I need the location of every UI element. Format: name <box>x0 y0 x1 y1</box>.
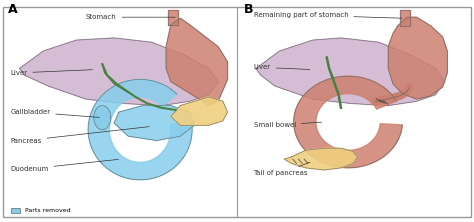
Text: Gallbladder: Gallbladder <box>10 109 100 117</box>
Polygon shape <box>114 106 194 141</box>
Text: A: A <box>8 3 18 16</box>
Polygon shape <box>400 10 410 26</box>
Polygon shape <box>88 79 192 180</box>
Polygon shape <box>94 106 111 130</box>
Polygon shape <box>166 18 228 106</box>
Polygon shape <box>171 97 228 125</box>
Text: Stomach: Stomach <box>86 14 175 20</box>
Text: Tail of pancreas: Tail of pancreas <box>254 162 310 176</box>
Text: Liver: Liver <box>254 64 310 70</box>
Polygon shape <box>256 38 445 106</box>
Polygon shape <box>168 10 178 25</box>
Text: B: B <box>244 3 254 16</box>
Polygon shape <box>284 148 357 170</box>
Text: Remaining part of stomach: Remaining part of stomach <box>254 12 402 18</box>
Text: Small bowel: Small bowel <box>254 122 322 128</box>
Legend: Parts removed: Parts removed <box>9 205 73 216</box>
Polygon shape <box>294 76 402 168</box>
Text: Duodenum: Duodenum <box>10 159 118 172</box>
Polygon shape <box>388 17 447 99</box>
Text: Liver: Liver <box>10 70 92 76</box>
Polygon shape <box>19 38 218 106</box>
Text: Pancreas: Pancreas <box>10 127 149 144</box>
